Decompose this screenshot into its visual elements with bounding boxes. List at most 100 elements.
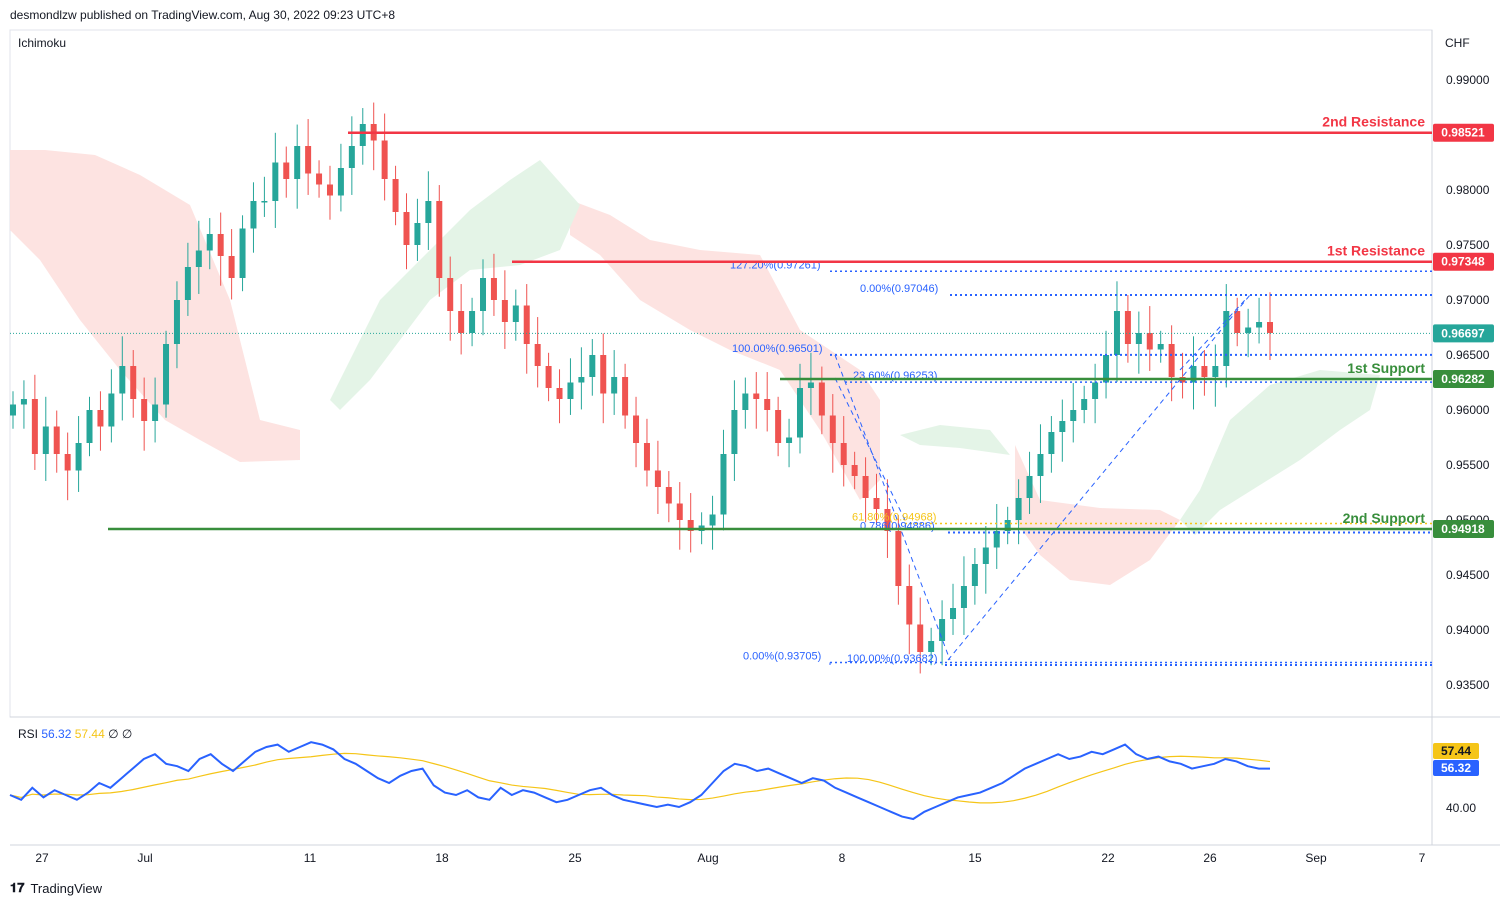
candle-body (829, 415, 836, 443)
candle-101 (1113, 281, 1120, 382)
ichimoku-cloud-red-1 (10, 150, 300, 462)
rsi-value: 56.32 (41, 727, 72, 741)
indicator-name[interactable]: Ichimoku (18, 36, 67, 50)
candle-104 (1146, 306, 1153, 371)
candle-83 (917, 597, 924, 674)
candle-0 (10, 391, 16, 429)
level-price-label-4: 0.94918 (1441, 522, 1485, 536)
candle-20 (228, 229, 235, 300)
candle-body (1157, 344, 1164, 350)
candle-body (862, 476, 869, 498)
candle-body (294, 146, 301, 179)
y-tick-label-2: 0.98000 (1446, 183, 1490, 197)
candle-body (1168, 344, 1175, 377)
candle-9 (108, 369, 115, 443)
candle-54 (600, 333, 607, 424)
candle-body (1223, 311, 1230, 366)
candle-body (217, 234, 224, 256)
candle-23 (261, 176, 268, 217)
x-tick-label-3: 18 (435, 851, 449, 865)
rsi-value-tag-2 (1433, 760, 1479, 776)
candle-body (720, 454, 727, 515)
candle-80 (884, 479, 891, 558)
candle-24 (272, 132, 279, 228)
candle-16 (184, 242, 191, 316)
candle-15 (173, 281, 180, 369)
candle-40 (447, 256, 454, 341)
candle-body (523, 305, 530, 344)
candle-body (578, 377, 585, 383)
candle-11 (130, 350, 137, 418)
candle-body (840, 443, 847, 465)
candle-body (436, 201, 443, 278)
y-tick-label-7: 0.95500 (1446, 458, 1490, 472)
candle-body (130, 366, 137, 399)
candle-77 (851, 451, 858, 490)
candle-22 (250, 182, 257, 253)
level-price-tag-4 (1433, 520, 1494, 539)
candle-body (1212, 366, 1219, 377)
candle-60 (665, 471, 672, 523)
candle-body (228, 256, 235, 278)
candle-25 (283, 146, 290, 198)
rsi-label: RSI (18, 727, 39, 741)
fib-label-8: 0.00%(0.93705) (743, 650, 821, 662)
candle-37 (414, 198, 421, 261)
candle-111 (1223, 284, 1230, 388)
candle-body (906, 586, 913, 625)
candle-114 (1256, 297, 1263, 344)
candle-29 (326, 165, 333, 220)
candle-33 (370, 102, 377, 171)
x-tick-label-8: 22 (1101, 851, 1115, 865)
candle-body (764, 399, 771, 410)
candle-body (1234, 311, 1241, 333)
candle-body (512, 305, 519, 322)
candle-61 (676, 482, 683, 550)
fib-trend-line-2 (947, 294, 1251, 661)
candle-56 (622, 363, 629, 429)
candle-body (786, 437, 793, 443)
candle-body (1190, 366, 1197, 383)
candle-32 (359, 108, 366, 165)
candle-13 (152, 377, 159, 443)
candle-71 (786, 418, 793, 468)
level-name-4: 2nd Support (1343, 510, 1426, 526)
candle-body (480, 278, 487, 311)
candle-body (742, 393, 749, 410)
candle-75 (829, 394, 836, 473)
candle-body (1124, 311, 1131, 344)
publish-info: desmondlzw published on TradingView.com,… (10, 8, 396, 22)
candle-body (589, 355, 596, 377)
currency-label: CHF (1445, 36, 1470, 50)
ichimoku-cloud-green-2 (900, 425, 1010, 455)
candle-41 (458, 284, 465, 355)
candle-95 (1048, 416, 1055, 473)
rsi-legend[interactable]: RSI 56.32 57.44 ∅ ∅ (18, 727, 132, 741)
candle-105 (1157, 330, 1164, 363)
y-tick-label-4: 0.97000 (1446, 293, 1490, 307)
y-tick-label-6: 0.96000 (1446, 403, 1490, 417)
candle-body (1070, 410, 1077, 421)
level-price-tag-3 (1433, 369, 1494, 388)
candle-body (250, 201, 257, 229)
level-price-label-3: 0.96282 (1441, 372, 1485, 386)
candle-4 (53, 410, 60, 473)
candle-body (305, 146, 312, 174)
x-tick-label-5: Aug (697, 851, 718, 865)
candle-body (960, 586, 967, 608)
ichimoku-cloud-green-1 (330, 160, 580, 410)
level-name-3: 1st Support (1347, 360, 1425, 376)
candle-82 (906, 564, 913, 655)
candle-102 (1124, 295, 1131, 363)
candle-body (490, 278, 497, 300)
candle-body (458, 311, 465, 333)
candle-body (163, 344, 170, 405)
rsi-value-tag-label-2: 56.32 (1441, 761, 1471, 775)
rsi-ma-value: 57.44 (74, 727, 105, 741)
tradingview-footer[interactable]: 𝟏𝟕 TradingView (10, 880, 102, 896)
x-tick-label-0: 27 (35, 851, 49, 865)
candle-48 (534, 317, 541, 388)
fib-label-7: 100.00%(0.93682) (847, 653, 938, 665)
candle-body (261, 201, 268, 203)
